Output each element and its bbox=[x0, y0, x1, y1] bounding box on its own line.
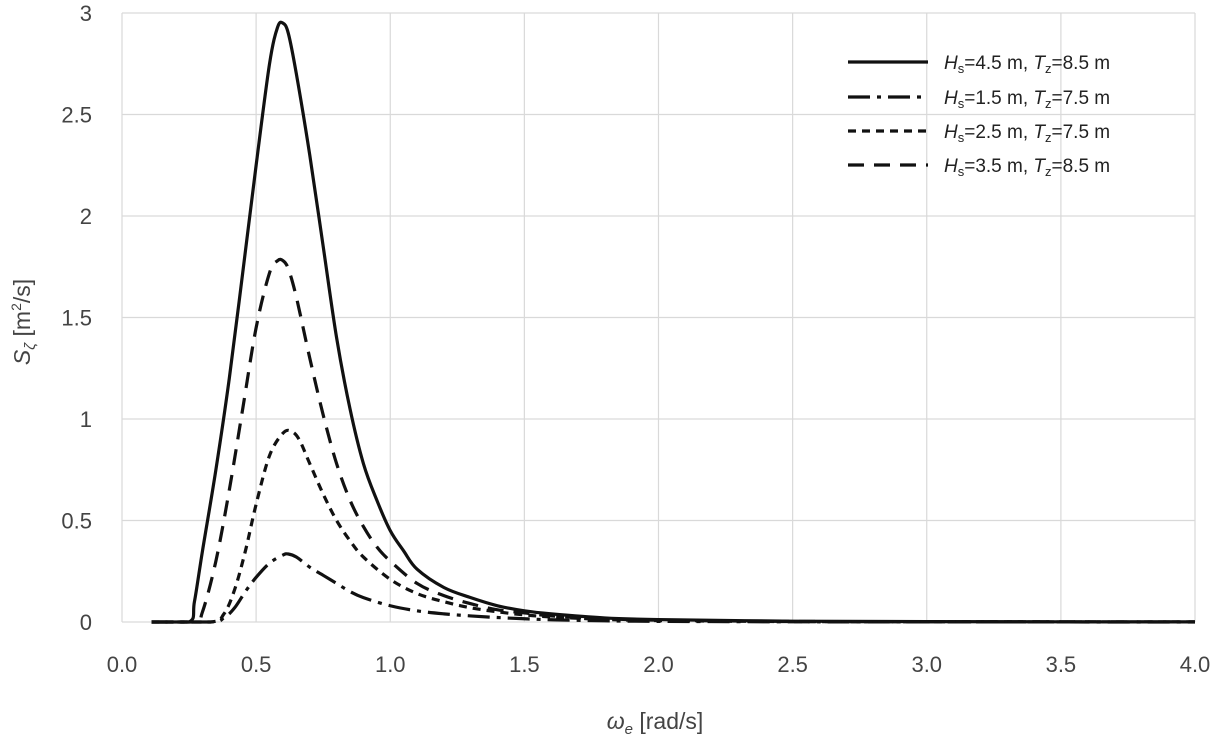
x-tick-label-5: 2.5 bbox=[777, 652, 808, 677]
x-tick-label-2: 1.0 bbox=[375, 652, 406, 677]
x-tick-label-7: 3.5 bbox=[1046, 652, 1077, 677]
y-tick-label-1: 0.5 bbox=[61, 509, 92, 534]
x-tick-label-1: 0.5 bbox=[241, 652, 272, 677]
legend-item-0: Hs=4.5 m, Tz=8.5 m bbox=[848, 53, 1110, 76]
legend-label-1: Hs=1.5 m, Tz=7.5 m bbox=[944, 88, 1110, 111]
legend: Hs=4.5 m, Tz=8.5 m Hs=1.5 m, Tz=7.5 m Hs… bbox=[848, 53, 1110, 179]
y-tick-label-3: 1.5 bbox=[61, 306, 92, 331]
legend-label-0: Hs=4.5 m, Tz=8.5 m bbox=[944, 53, 1110, 76]
y-tick-label-4: 2 bbox=[80, 204, 92, 229]
x-tick-label-6: 3.0 bbox=[911, 652, 942, 677]
legend-item-2: Hs=2.5 m, Tz=7.5 m bbox=[848, 122, 1110, 145]
legend-label-2: Hs=2.5 m, Tz=7.5 m bbox=[944, 122, 1110, 145]
series-layer bbox=[151, 20, 1196, 624]
x-tick-label-3: 1.5 bbox=[509, 652, 540, 677]
y-tick-label-5: 2.5 bbox=[61, 103, 92, 128]
y-tick-label-6: 3 bbox=[80, 1, 92, 26]
legend-label-3: Hs=3.5 m, Tz=8.5 m bbox=[944, 156, 1110, 179]
x-tick-label-4: 2.0 bbox=[643, 652, 674, 677]
x-axis-title: ωe [rad/s] bbox=[607, 708, 704, 738]
legend-item-3: Hs=3.5 m, Tz=8.5 m bbox=[848, 156, 1110, 179]
x-tick-labels: 0.0 0.5 1.0 1.5 2.0 2.5 3.0 3.5 4.0 bbox=[107, 652, 1211, 677]
series-line-0 bbox=[151, 20, 1196, 624]
x-tick-label-0: 0.0 bbox=[107, 652, 138, 677]
y-tick-label-2: 1 bbox=[80, 407, 92, 432]
y-axis-title: Sζ [m2/s] bbox=[8, 279, 39, 365]
series-line-2 bbox=[151, 428, 1196, 624]
series-line-3 bbox=[151, 257, 1196, 624]
y-tick-labels: 0 0.5 1 1.5 2 2.5 3 bbox=[61, 1, 92, 635]
y-tick-label-0: 0 bbox=[80, 610, 92, 635]
x-tick-label-8: 4.0 bbox=[1180, 652, 1211, 677]
legend-item-1: Hs=1.5 m, Tz=7.5 m bbox=[848, 88, 1110, 111]
